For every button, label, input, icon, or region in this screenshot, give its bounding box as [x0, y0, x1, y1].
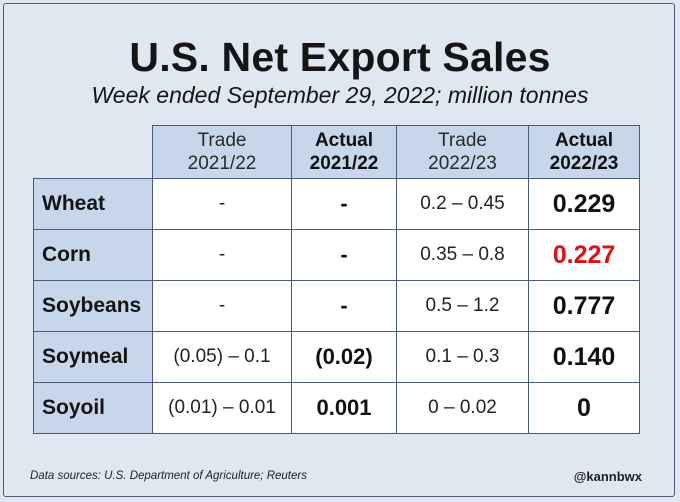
cell-actual-2022-23: 0.140 — [528, 331, 640, 383]
table-row-soymeal: Soymeal (0.05) – 0.1 (0.02) 0.1 – 0.3 0.… — [33, 331, 640, 383]
row-label: Wheat — [33, 178, 153, 230]
cell-trade-2021-22: (0.01) – 0.01 — [152, 382, 292, 434]
cell-actual-2022-23-highlight: 0.227 — [528, 229, 640, 281]
page-title: U.S. Net Export Sales — [129, 34, 551, 80]
cell-trade-2022-23: 0.5 – 1.2 — [396, 280, 529, 332]
col-header-trade-2022-23: Trade 2022/23 — [396, 125, 529, 179]
col-header-line2: 2022/23 — [549, 153, 619, 174]
col-header-line1: Trade — [438, 130, 487, 151]
cell-trade-2022-23: 0.35 – 0.8 — [396, 229, 529, 281]
table-row-corn: Corn - - 0.35 – 0.8 0.227 — [33, 229, 640, 281]
export-sales-table: Trade 2021/22 Actual 2021/22 Trade 2022/23 … — [33, 125, 640, 434]
table-row-soyoil: Soyoil (0.01) – 0.01 0.001 0 – 0.02 0 — [33, 382, 640, 434]
row-label: Soybeans — [33, 280, 153, 332]
col-header-trade-2021-22: Trade 2021/22 — [152, 125, 292, 179]
col-header-line1: Trade — [197, 130, 247, 151]
card-border — [3, 3, 675, 497]
col-header-line2: 2022/23 — [428, 153, 497, 174]
col-header-actual-2022-23: Actual 2022/23 — [528, 125, 640, 179]
cell-trade-2022-23: 0 – 0.02 — [396, 382, 529, 434]
table-row-wheat: Wheat - - 0.2 – 0.45 0.229 — [33, 178, 640, 230]
page-subtitle: Week ended September 29, 2022; million t… — [91, 82, 589, 108]
cell-trade-2022-23: 0.1 – 0.3 — [396, 331, 529, 383]
cell-actual-2021-22: - — [291, 178, 397, 230]
cell-trade-2021-22: - — [152, 178, 292, 230]
col-header-actual-2021-22: Actual 2021/22 — [291, 125, 397, 179]
col-header-line1: Actual — [554, 130, 614, 151]
header-corner — [34, 126, 153, 179]
cell-trade-2021-22: - — [152, 280, 292, 332]
cell-trade-2022-23: 0.2 – 0.45 — [396, 178, 529, 230]
col-header-line2: 2021/22 — [309, 153, 379, 174]
table-row-soybeans: Soybeans - - 0.5 – 1.2 0.777 — [33, 280, 640, 332]
cell-actual-2021-22: - — [291, 229, 397, 281]
header-row: Trade 2021/22 Actual 2021/22 Trade 2022/23 … — [34, 125, 640, 179]
row-label: Soymeal — [33, 331, 153, 383]
col-header-line2: 2021/22 — [187, 153, 257, 174]
cell-actual-2022-23: 0.229 — [528, 178, 640, 230]
cell-actual-2021-22: - — [291, 280, 397, 332]
cell-actual-2021-22: (0.02) — [291, 331, 397, 383]
author-handle: @kannbwx — [573, 469, 642, 484]
cell-trade-2021-22: - — [152, 229, 292, 281]
row-label: Corn — [33, 229, 153, 281]
cell-trade-2021-22: (0.05) – 0.1 — [152, 331, 292, 383]
cell-actual-2022-23: 0 — [528, 382, 640, 434]
col-header-line1: Actual — [314, 130, 374, 151]
cell-actual-2021-22: 0.001 — [291, 382, 397, 434]
row-label: Soyoil — [33, 382, 153, 434]
data-source-note: Data sources: U.S. Department of Agricul… — [30, 470, 307, 482]
cell-actual-2022-23: 0.777 — [528, 280, 640, 332]
